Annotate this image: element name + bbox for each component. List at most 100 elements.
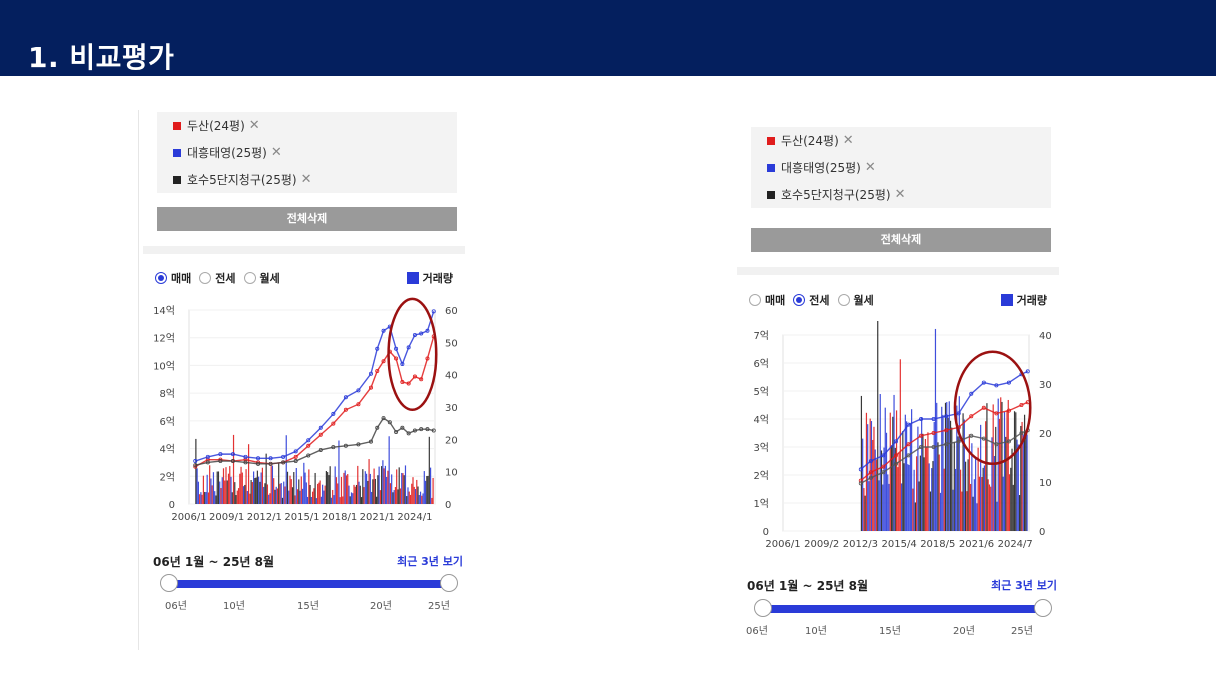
remove-icon[interactable]: ✕ — [270, 145, 282, 160]
volume-toggle[interactable]: 거래량 — [406, 270, 453, 286]
volume-bar — [207, 492, 210, 504]
radio-monthly[interactable]: 월세 — [837, 292, 874, 308]
volume-bar — [381, 466, 383, 504]
series-point — [868, 470, 873, 475]
volume-bar — [421, 495, 423, 504]
volume-bar — [986, 403, 988, 531]
volume-bar — [947, 417, 949, 531]
series-point — [919, 445, 924, 450]
series-point — [375, 425, 380, 430]
slider-start-handle[interactable] — [754, 599, 772, 617]
slider-start-handle[interactable] — [160, 574, 178, 592]
series-point — [881, 470, 886, 475]
series-point — [230, 452, 235, 457]
volume-bar — [926, 446, 928, 531]
volume-bar — [372, 479, 374, 504]
remove-icon[interactable]: ✕ — [248, 118, 260, 133]
series-line-1 — [860, 370, 1029, 470]
series-point — [956, 439, 961, 444]
volume-bar — [1026, 434, 1028, 531]
radio-jeonse[interactable]: 전세 — [793, 292, 830, 308]
volume-bar — [419, 491, 422, 504]
volume-bar — [263, 486, 265, 504]
recent-3y-link[interactable]: 최근 3년 보기 — [397, 555, 463, 568]
series-point — [893, 461, 898, 466]
volume-bar — [976, 503, 978, 531]
volume-bar — [892, 416, 894, 531]
series-point — [944, 442, 949, 447]
volume-bar — [261, 467, 263, 504]
series-point — [356, 388, 361, 393]
slider-tick: 06년 — [746, 626, 768, 637]
volume-bar — [1020, 425, 1022, 531]
series-point — [318, 425, 323, 430]
volume-bar — [386, 476, 388, 504]
remove-icon[interactable]: ✕ — [894, 187, 906, 202]
series-point — [381, 416, 386, 421]
volume-bar — [328, 475, 330, 504]
series-point — [994, 383, 999, 388]
volume-bar — [869, 418, 871, 531]
delete-all-button[interactable]: 전체삭제 — [157, 207, 457, 231]
volume-bar — [240, 466, 242, 504]
series-point — [419, 427, 424, 432]
remove-icon[interactable]: ✕ — [864, 160, 876, 175]
slider-end-handle[interactable] — [440, 574, 458, 592]
series-point — [994, 411, 999, 416]
volume-bar — [274, 489, 276, 504]
volume-bar — [285, 435, 287, 504]
radio-sale[interactable]: 매매 — [749, 292, 785, 308]
volume-bar — [403, 475, 405, 504]
volume-bar — [878, 480, 880, 531]
radio-jeonse[interactable]: 전세 — [199, 270, 236, 286]
volume-bar — [423, 471, 425, 504]
recent-3y-link[interactable]: 최근 3년 보기 — [991, 579, 1057, 592]
remove-icon[interactable]: ✕ — [842, 133, 854, 148]
delete-all-button[interactable]: 전체삭제 — [751, 228, 1051, 252]
volume-bar — [275, 486, 277, 504]
volume-bar — [352, 493, 354, 504]
series-point — [400, 380, 405, 385]
volume-bar — [288, 490, 290, 504]
remove-icon[interactable]: ✕ — [300, 172, 312, 187]
volume-bar — [862, 438, 864, 531]
series-point — [293, 449, 298, 454]
trade-type-radios: 매매 전세 월세 거래량 — [155, 269, 461, 287]
volume-bar — [338, 440, 340, 504]
slider-end-handle[interactable] — [1034, 599, 1052, 617]
volume-bar — [249, 493, 251, 504]
volume-bar — [250, 480, 252, 504]
series-point — [400, 425, 405, 430]
series-point — [1019, 403, 1024, 408]
legend-item: 호수5단지청구(25평) ✕ — [157, 166, 457, 193]
y-tick-label: 1억 — [753, 498, 769, 510]
volume-bar — [396, 469, 398, 504]
volume-bar — [911, 409, 913, 531]
y-tick-label: 10억 — [153, 360, 175, 372]
x-tick-label: 2012/3 — [843, 539, 878, 550]
volume-bar — [225, 467, 227, 504]
volume-bar — [388, 436, 390, 504]
series-point — [293, 459, 298, 464]
volume-bar — [296, 489, 299, 504]
radio-monthly[interactable]: 월세 — [243, 270, 280, 286]
series-point — [412, 332, 417, 337]
volume-bar — [985, 421, 987, 531]
series-point — [931, 417, 936, 422]
series-point — [412, 374, 417, 379]
volume-bar — [407, 487, 409, 504]
volume-bar — [906, 421, 908, 531]
volume-bar — [280, 483, 282, 504]
volume-bar — [345, 475, 348, 504]
volume-bar — [211, 485, 213, 504]
radio-sale[interactable]: 매매 — [155, 270, 191, 286]
volume-bar — [291, 487, 294, 504]
period-slider[interactable] — [160, 574, 458, 592]
period-slider[interactable] — [754, 599, 1052, 617]
volume-bar — [343, 472, 345, 504]
volume-bar — [957, 436, 959, 531]
volume-toggle[interactable]: 거래량 — [1000, 292, 1047, 308]
volume-bar — [200, 492, 202, 504]
series-point — [981, 405, 986, 410]
series-point — [293, 454, 298, 459]
